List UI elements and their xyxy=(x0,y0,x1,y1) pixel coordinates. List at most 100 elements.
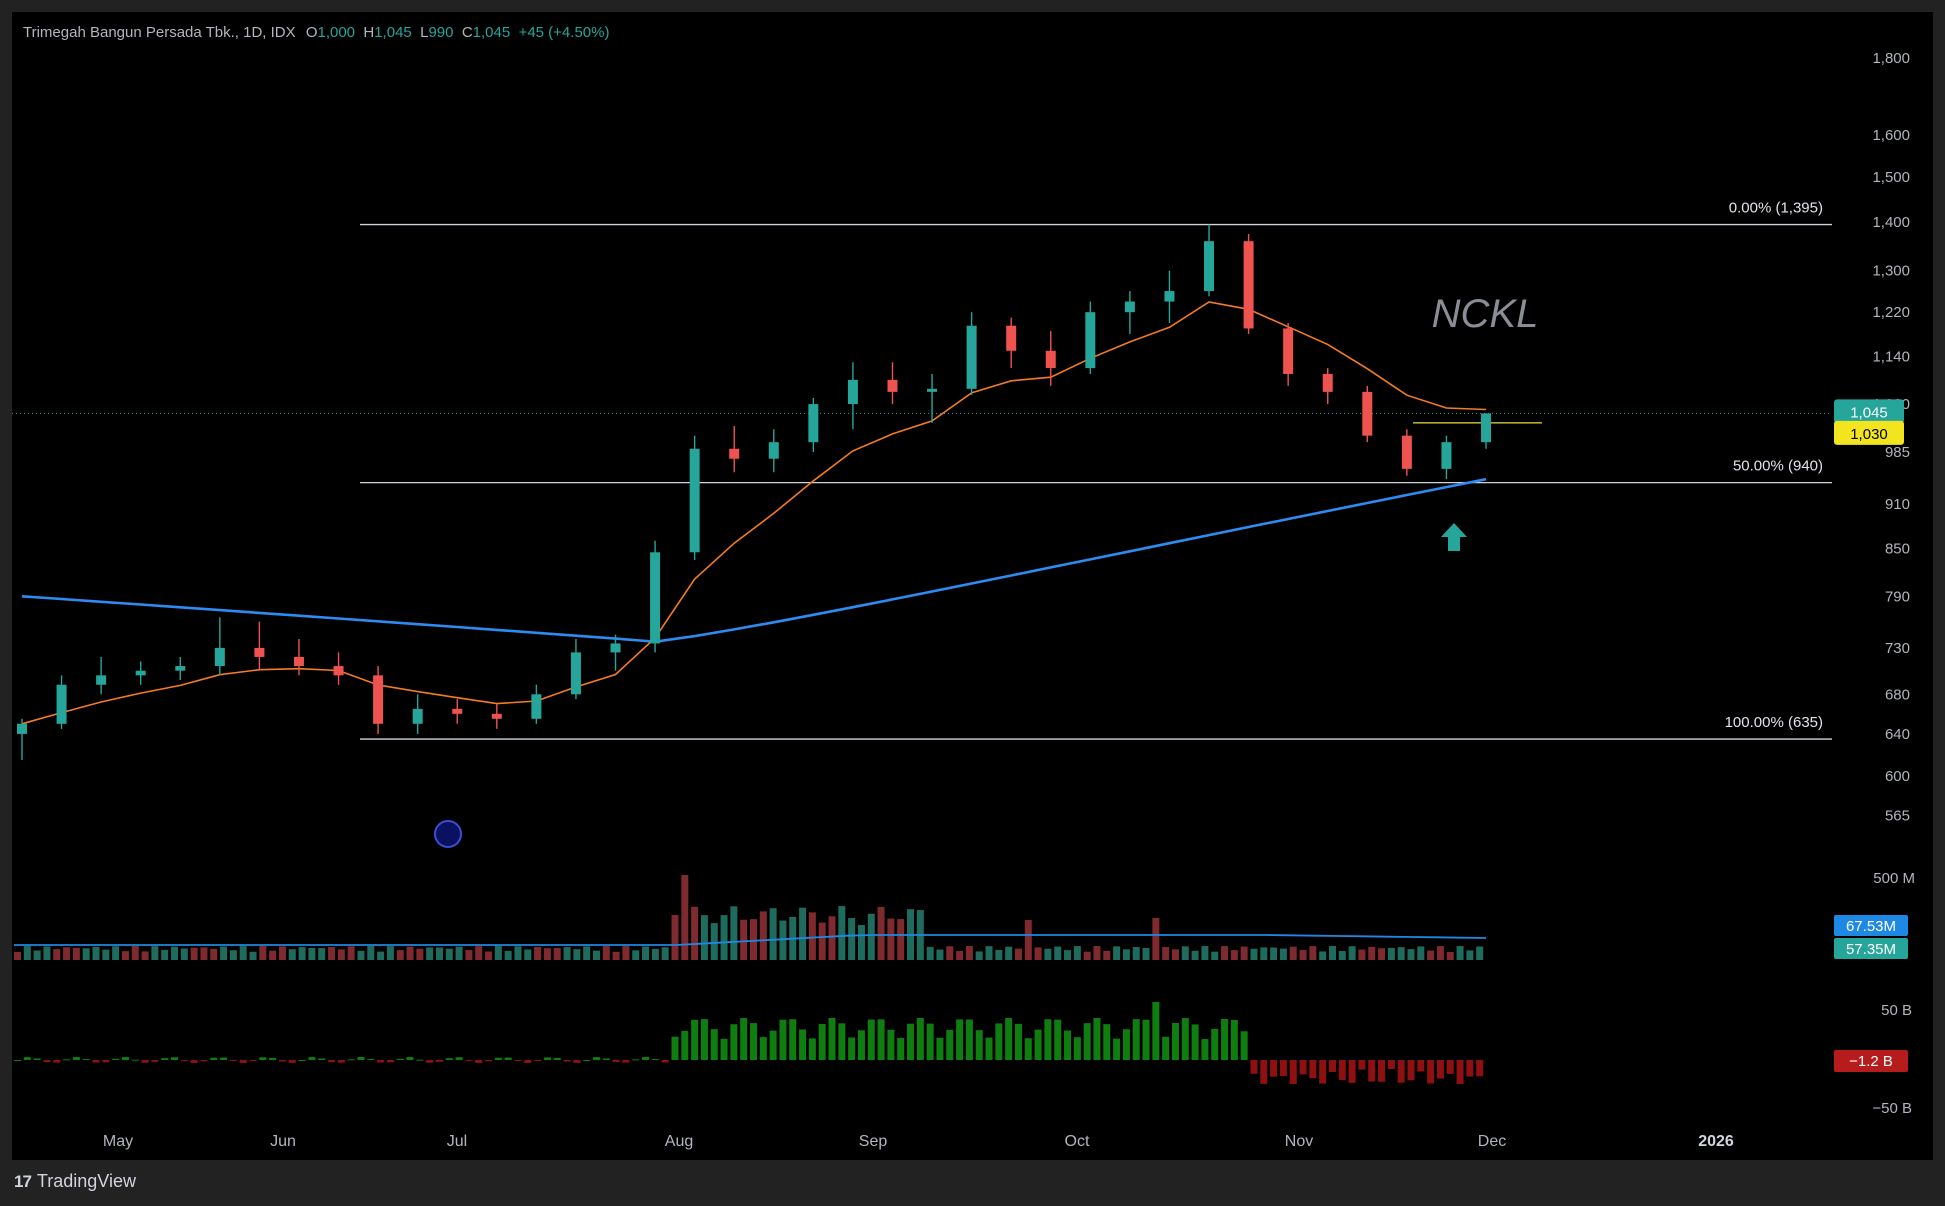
flow-bar[interactable] xyxy=(1299,1060,1307,1075)
volume-bar[interactable] xyxy=(485,951,493,960)
flow-bar[interactable] xyxy=(1466,1060,1474,1077)
volume-bar[interactable] xyxy=(1309,946,1317,960)
flow-bar[interactable] xyxy=(848,1037,856,1060)
volume-bar[interactable] xyxy=(14,952,21,960)
volume-bar[interactable] xyxy=(161,949,169,960)
candle-body[interactable] xyxy=(1204,241,1215,292)
volume-bar[interactable] xyxy=(573,949,581,960)
volume-bar[interactable] xyxy=(1397,947,1405,960)
volume-bar[interactable] xyxy=(897,919,905,960)
volume-bar[interactable] xyxy=(318,948,326,960)
flow-bar[interactable] xyxy=(1005,1018,1013,1060)
flow-bar[interactable] xyxy=(730,1024,738,1060)
volume-bar[interactable] xyxy=(455,946,463,960)
volume-bar[interactable] xyxy=(1181,946,1189,960)
flow-bar[interactable] xyxy=(43,1060,51,1063)
volume-bar[interactable] xyxy=(1113,946,1121,960)
flow-bar[interactable] xyxy=(1328,1060,1336,1073)
flow-bar[interactable] xyxy=(514,1060,522,1061)
flow-bar[interactable] xyxy=(1142,1019,1150,1060)
flow-bar[interactable] xyxy=(1103,1024,1111,1060)
volume-bar[interactable] xyxy=(661,947,669,960)
volume-bar[interactable] xyxy=(1211,951,1219,960)
candle-body[interactable] xyxy=(610,643,621,653)
flow-bar[interactable] xyxy=(1446,1060,1454,1074)
volume-bar[interactable] xyxy=(1446,951,1454,960)
flow-bar[interactable] xyxy=(946,1029,954,1060)
flow-bar[interactable] xyxy=(337,1060,345,1063)
volume-bar[interactable] xyxy=(750,919,757,960)
volume-bar[interactable] xyxy=(1387,947,1395,960)
flow-bar[interactable] xyxy=(151,1060,159,1062)
volume-bar[interactable] xyxy=(63,947,71,960)
candle-body[interactable] xyxy=(1441,442,1452,469)
flow-bar[interactable] xyxy=(1378,1060,1386,1082)
candle-body[interactable] xyxy=(491,713,502,719)
volume-bar[interactable] xyxy=(1368,946,1376,960)
flow-bar[interactable] xyxy=(710,1029,718,1060)
candle-body[interactable] xyxy=(1006,325,1017,351)
flow-bar[interactable] xyxy=(131,1059,139,1061)
flow-bar[interactable] xyxy=(92,1060,100,1063)
flow-bar[interactable] xyxy=(789,1019,797,1060)
flow-bar[interactable] xyxy=(691,1019,699,1060)
volume-bar[interactable] xyxy=(298,947,306,960)
volume-bar[interactable] xyxy=(1456,946,1464,960)
flow-bar[interactable] xyxy=(612,1060,620,1063)
volume-bar[interactable] xyxy=(671,915,679,960)
volume-bar[interactable] xyxy=(347,946,355,960)
moving-average-short-line[interactable] xyxy=(21,301,1487,725)
candle-body[interactable] xyxy=(1045,350,1056,369)
candle-body[interactable] xyxy=(650,552,661,644)
flow-bar[interactable] xyxy=(1044,1019,1052,1060)
last-price-badge[interactable]: 1,045 xyxy=(1850,404,1888,421)
volume-bar[interactable] xyxy=(563,947,571,960)
flow-bar[interactable] xyxy=(435,1060,443,1062)
flow-bar[interactable] xyxy=(239,1060,247,1063)
flow-bar[interactable] xyxy=(347,1059,355,1061)
volume-bar[interactable] xyxy=(406,946,414,960)
volume-bar[interactable] xyxy=(1358,949,1366,960)
volume-bar[interactable] xyxy=(210,948,218,960)
volume-bar[interactable] xyxy=(622,946,630,960)
volume-bar[interactable] xyxy=(1064,950,1072,960)
flow-bar[interactable] xyxy=(278,1060,286,1062)
volume-bar[interactable] xyxy=(1132,947,1140,960)
flow-bar[interactable] xyxy=(288,1060,296,1063)
volume-bar[interactable] xyxy=(220,946,228,960)
volume-bar[interactable] xyxy=(1427,950,1435,960)
flow-bar[interactable] xyxy=(112,1058,120,1060)
volume-bar[interactable] xyxy=(23,946,31,960)
flow-bar[interactable] xyxy=(1476,1060,1484,1077)
flow-bar[interactable] xyxy=(121,1057,129,1060)
flow-bar[interactable] xyxy=(485,1060,493,1062)
volume-bar[interactable] xyxy=(308,947,316,960)
flow-bar[interactable] xyxy=(808,1038,816,1060)
flow-bar[interactable] xyxy=(367,1059,375,1061)
flow-bar[interactable] xyxy=(965,1019,973,1060)
flow-bar[interactable] xyxy=(779,1019,787,1060)
volume-bar[interactable] xyxy=(1436,946,1444,960)
flow-bar[interactable] xyxy=(1338,1060,1346,1080)
volume-bar[interactable] xyxy=(190,947,198,960)
flow-bar[interactable] xyxy=(455,1057,463,1060)
flow-bar[interactable] xyxy=(416,1059,424,1061)
candle-body[interactable] xyxy=(1362,391,1373,436)
flow-bar[interactable] xyxy=(1260,1060,1268,1084)
volume-bar[interactable] xyxy=(759,911,767,960)
volume-bar[interactable] xyxy=(43,946,51,960)
volume-bar[interactable] xyxy=(1103,950,1111,960)
flow-bar[interactable] xyxy=(936,1037,944,1060)
flow-bar[interactable] xyxy=(1171,1022,1179,1060)
volume-bar[interactable] xyxy=(1476,946,1484,960)
volume-bar[interactable] xyxy=(848,918,856,960)
volume-bar[interactable] xyxy=(1083,951,1091,960)
flow-bar[interactable] xyxy=(1427,1060,1435,1084)
flow-bar[interactable] xyxy=(1240,1031,1248,1060)
volume-bar[interactable] xyxy=(808,912,816,960)
flow-bar[interactable] xyxy=(220,1057,228,1060)
volume-bar[interactable] xyxy=(1466,950,1474,960)
volume-bar[interactable] xyxy=(1152,918,1160,960)
flow-bar[interactable] xyxy=(857,1030,865,1060)
flow-bar[interactable] xyxy=(200,1060,208,1062)
